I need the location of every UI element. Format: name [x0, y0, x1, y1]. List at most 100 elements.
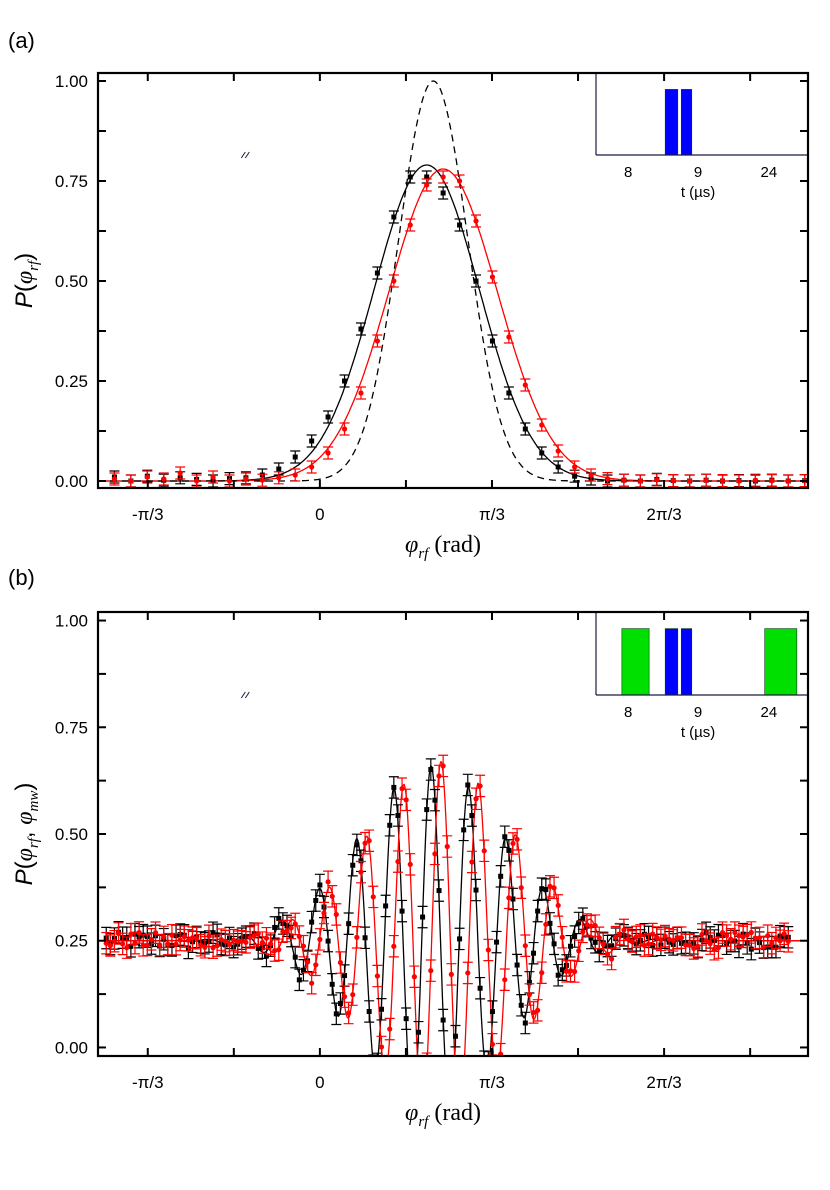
marker-square — [272, 924, 278, 930]
marker-circle — [395, 858, 401, 865]
x-axis-label: φrf (rad) — [405, 532, 481, 562]
marker-circle — [773, 935, 779, 941]
marker-circle — [239, 938, 245, 944]
marker-square — [526, 979, 532, 985]
marker-square — [309, 919, 315, 925]
marker-square — [445, 1093, 450, 1098]
plot-frame — [96, 610, 810, 1058]
data-point — [364, 829, 375, 852]
marker-square — [424, 807, 430, 813]
data-point — [183, 929, 194, 952]
y-tick-label: 0.50 — [55, 272, 88, 291]
data-point — [438, 170, 449, 184]
data-point — [520, 378, 531, 392]
marker-square — [255, 945, 261, 951]
marker-circle — [641, 942, 648, 949]
data-point — [257, 931, 268, 954]
marker-circle — [111, 476, 118, 482]
data-point — [376, 1035, 387, 1056]
marker-square — [489, 1009, 495, 1015]
data-point — [733, 924, 744, 947]
marker-circle — [596, 935, 602, 941]
inset-tick-label: 8 — [624, 164, 632, 181]
data-point — [471, 214, 482, 228]
marker-circle — [214, 943, 220, 949]
data-point — [323, 870, 334, 894]
data-point — [701, 473, 712, 487]
marker-circle — [107, 942, 113, 949]
marker-square — [555, 464, 561, 470]
data-point — [483, 938, 494, 962]
marker-circle — [785, 938, 791, 944]
data-point — [696, 923, 707, 946]
data-point — [705, 932, 716, 955]
data-point — [376, 997, 387, 1021]
label-part: φ — [405, 1100, 418, 1126]
marker-circle — [177, 937, 183, 943]
data-point — [368, 1054, 379, 1056]
marker-circle — [448, 971, 454, 977]
marker-square — [415, 1029, 421, 1035]
marker-circle — [272, 947, 278, 954]
data-point — [388, 776, 399, 799]
marker-circle — [572, 968, 578, 975]
data-point — [651, 473, 662, 487]
data-point — [154, 933, 165, 957]
data-point — [438, 1008, 449, 1032]
marker-square — [596, 948, 602, 954]
data-point — [569, 925, 580, 948]
marker-circle — [547, 883, 553, 889]
marker-circle — [711, 946, 717, 952]
data-point — [109, 472, 120, 486]
marker-circle — [687, 942, 693, 948]
data-point — [298, 934, 309, 958]
marker-circle — [374, 338, 380, 344]
marker-square — [486, 1060, 491, 1065]
data-point — [507, 887, 518, 911]
data-point — [454, 927, 465, 951]
marker-square — [317, 882, 323, 888]
marker-square — [358, 858, 364, 864]
marker-square — [424, 174, 430, 180]
data-point — [249, 924, 260, 947]
data-point — [553, 963, 564, 987]
x-tick-label: π/3 — [479, 505, 505, 524]
error-bar — [421, 1052, 432, 1056]
data-point — [766, 474, 777, 488]
marker-circle — [650, 931, 656, 937]
marker-square — [329, 981, 335, 987]
data-point — [438, 186, 449, 200]
marker-square — [498, 873, 504, 879]
error-bar — [381, 1069, 391, 1090]
data-point — [331, 903, 342, 926]
marker-circle — [728, 936, 734, 942]
data-point — [351, 926, 362, 949]
data-point — [499, 825, 510, 848]
marker-circle — [514, 836, 520, 842]
fit-curves — [98, 80, 808, 482]
marker-circle — [637, 478, 643, 484]
panel-a: (a) 8 9 24 t (µs) -π/3 0 π/3 2π/3 0.00 0.25 0.50 0.7… — [8, 28, 810, 562]
marker-circle — [329, 893, 335, 899]
marker-square — [535, 908, 541, 914]
data-point — [306, 460, 317, 474]
marker-circle — [724, 932, 730, 939]
marker-square — [358, 326, 364, 332]
marker-circle — [411, 974, 417, 980]
marker-circle — [202, 944, 208, 950]
marker-square — [374, 270, 380, 276]
marker-circle — [719, 478, 726, 484]
marker-circle — [391, 943, 397, 949]
marker-square — [650, 943, 656, 949]
data-point — [442, 835, 453, 858]
data-point — [425, 959, 436, 982]
marker-circle — [416, 1067, 421, 1072]
x-tick-label: 2π/3 — [646, 505, 681, 524]
marker-circle — [703, 938, 709, 944]
data-point — [462, 961, 473, 985]
marker-circle — [465, 970, 471, 976]
data-point — [273, 471, 284, 485]
error-bar — [368, 1054, 379, 1056]
data-point — [536, 961, 547, 984]
